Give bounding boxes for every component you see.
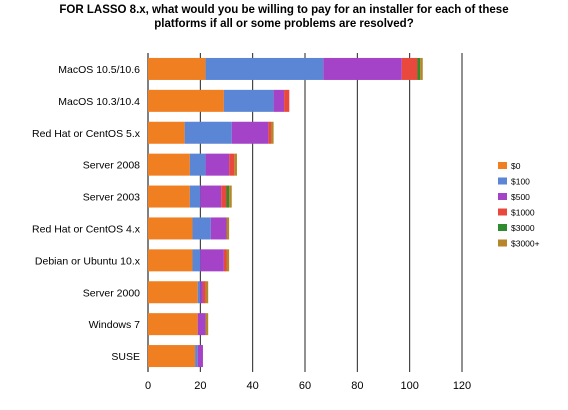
bar-5-series-1: [192, 217, 211, 240]
bar-5-series-5: [226, 217, 230, 240]
bar-8-series-0: [148, 313, 198, 336]
bar-8-series-5: [205, 313, 209, 336]
x-tick-label-20: 20: [194, 380, 206, 392]
bar-7-series-0: [148, 281, 198, 304]
bar-1-series-1: [223, 89, 274, 112]
chart-title: FOR LASSO 8.x, what would you be willing…: [0, 3, 568, 31]
category-label-7: Server 2000: [83, 287, 140, 299]
legend-label-1: $100: [511, 177, 530, 187]
bar-6-series-3: [223, 249, 227, 272]
legend-swatch-1: [498, 177, 507, 185]
bar-6-series-5: [226, 249, 230, 272]
legend-swatch-0: [498, 162, 507, 169]
bar-2-series-5: [270, 121, 274, 144]
bar-8-series-2: [197, 313, 206, 336]
bar-3-series-0: [148, 153, 190, 176]
bar-2-series-2: [231, 121, 269, 144]
legend-label-0: $0: [511, 161, 521, 171]
legend-swatch-5: [498, 239, 507, 247]
bar-5-series-2: [210, 217, 227, 240]
bar-0-series-2: [323, 57, 402, 80]
bar-7-series-1: [197, 281, 201, 304]
bar-7-series-5: [205, 281, 209, 304]
bar-4-series-2: [200, 185, 222, 208]
bar-2-series-1: [184, 121, 232, 144]
bar-3-series-3: [229, 153, 235, 176]
bar-9-series-0: [148, 345, 196, 368]
legend-label-3: $1000: [511, 208, 535, 218]
x-tick-label-60: 60: [299, 380, 311, 392]
legend-swatch-3: [498, 208, 507, 216]
bar-3-series-5: [234, 153, 237, 176]
bar-4-series-1: [189, 185, 201, 208]
bar-0-series-4: [417, 57, 421, 80]
category-label-8: Windows 7: [89, 319, 141, 331]
category-label-2: Red Hat or CentOS 5.x: [32, 128, 141, 140]
bar-0-series-5: [420, 57, 423, 80]
bar-4-series-0: [148, 185, 190, 208]
bar-4-series-3: [221, 185, 227, 208]
category-label-1: MacOS 10.3/10.4: [58, 96, 140, 108]
chart-title-line-2: platforms if all or some problems are re…: [154, 18, 414, 30]
bar-6-series-2: [200, 249, 224, 272]
x-tick-label-0: 0: [145, 380, 151, 392]
bar-2-series-3: [268, 121, 271, 144]
legend-label-4: $3000: [511, 223, 535, 233]
bar-9-series-1: [195, 345, 198, 368]
bar-7-series-2: [200, 281, 203, 304]
bar-0-series-3: [401, 57, 418, 80]
bar-6-series-0: [148, 249, 193, 272]
bar-4-series-4: [226, 185, 230, 208]
category-label-0: MacOS 10.5/10.6: [58, 64, 140, 76]
category-label-9: SUSE: [111, 351, 140, 363]
bar-0-series-0: [148, 57, 206, 80]
x-tick-label-40: 40: [247, 380, 259, 392]
x-tick-label-120: 120: [453, 380, 471, 392]
bar-4-series-5: [229, 185, 232, 208]
bar-3-series-1: [189, 153, 206, 176]
category-label-5: Red Hat or CentOS 4.x: [32, 223, 141, 235]
bar-6-series-1: [192, 249, 201, 272]
category-label-6: Debian or Ubuntu 10.x: [35, 255, 141, 267]
x-tick-label-80: 80: [351, 380, 363, 392]
bar-1-series-2: [273, 89, 285, 112]
bar-3-series-2: [205, 153, 230, 176]
bar-2-series-0: [148, 121, 185, 144]
bar-9-series-2: [197, 345, 203, 368]
legend-swatch-2: [498, 193, 507, 200]
bar-7-series-3: [202, 281, 206, 304]
chart-title-line-1: FOR LASSO 8.x, what would you be willing…: [59, 4, 509, 16]
bar-1-series-0: [148, 89, 224, 112]
bar-0-series-1: [205, 57, 324, 80]
legend-label-2: $500: [511, 192, 530, 202]
bar-5-series-0: [148, 217, 193, 240]
bar-1-series-3: [284, 89, 290, 112]
x-tick-label-100: 100: [400, 380, 418, 392]
category-label-4: Server 2003: [83, 192, 140, 204]
legend-label-5: $3000+: [511, 239, 540, 249]
legend-swatch-4: [498, 224, 507, 231]
category-label-3: Server 2008: [83, 160, 140, 172]
